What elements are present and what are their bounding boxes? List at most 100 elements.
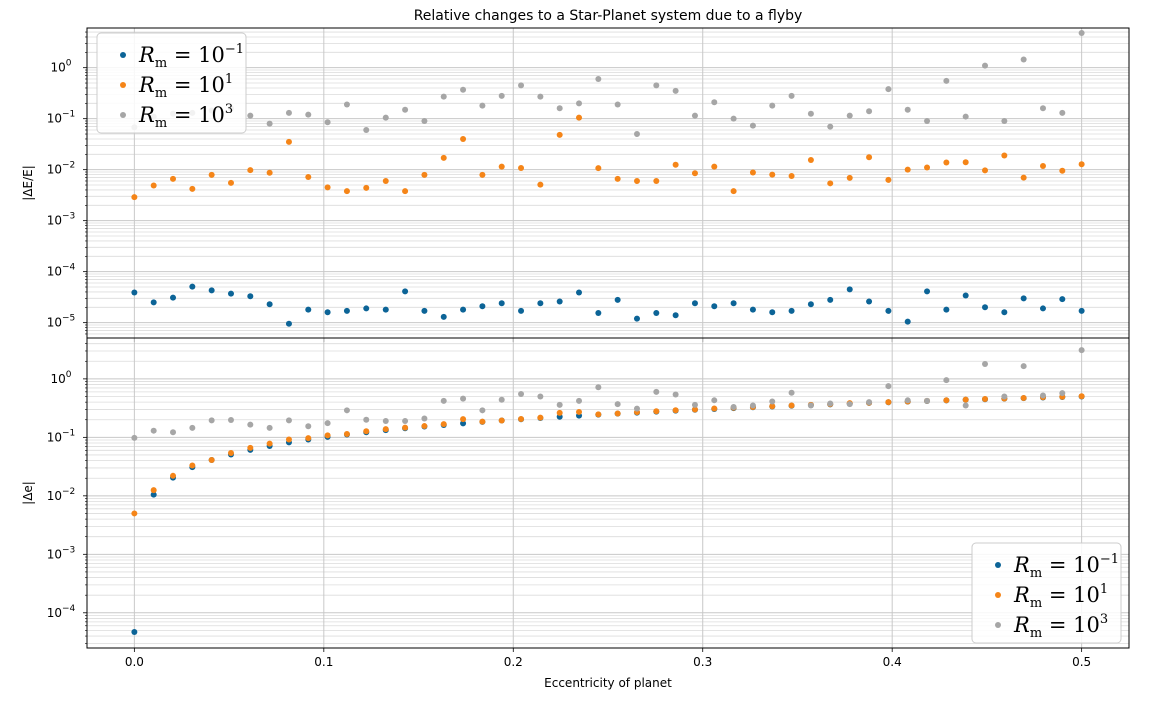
legend-subscript: m bbox=[155, 116, 167, 131]
data-point bbox=[866, 298, 873, 305]
data-point bbox=[614, 175, 621, 182]
x-tick-label: 0.0 bbox=[125, 655, 144, 669]
bottom-grid bbox=[87, 338, 1129, 648]
y-tick-label-base: 10 bbox=[47, 547, 62, 561]
data-point bbox=[479, 407, 486, 414]
data-point bbox=[537, 93, 544, 100]
data-point bbox=[285, 320, 292, 327]
top-points bbox=[131, 29, 1085, 327]
data-point bbox=[382, 426, 389, 433]
data-point bbox=[363, 305, 370, 312]
bottom-y-axis-label: |Δe| bbox=[21, 481, 35, 505]
data-point bbox=[170, 429, 177, 436]
data-point bbox=[730, 188, 737, 195]
data-point bbox=[285, 436, 292, 443]
legend-symbol: R bbox=[138, 43, 155, 67]
data-point bbox=[614, 101, 621, 108]
y-tick-label-exponent: −4 bbox=[62, 263, 76, 273]
data-point bbox=[672, 312, 679, 319]
data-point bbox=[343, 188, 350, 195]
data-point bbox=[749, 402, 756, 409]
data-point bbox=[1078, 29, 1085, 36]
data-point bbox=[363, 126, 370, 133]
legend-marker bbox=[120, 112, 126, 118]
data-point bbox=[247, 293, 254, 300]
data-point bbox=[653, 388, 660, 395]
data-point bbox=[460, 86, 467, 93]
data-point bbox=[924, 397, 931, 404]
legend-subscript: m bbox=[155, 56, 167, 71]
data-point bbox=[614, 296, 621, 303]
data-point bbox=[749, 169, 756, 176]
data-point bbox=[382, 177, 389, 184]
data-point bbox=[266, 301, 273, 308]
data-point bbox=[518, 82, 525, 89]
data-point bbox=[266, 440, 273, 447]
legend-box bbox=[971, 542, 1122, 644]
data-point bbox=[595, 165, 602, 172]
data-point bbox=[537, 181, 544, 188]
data-point bbox=[653, 177, 660, 184]
data-point bbox=[131, 289, 138, 296]
data-point bbox=[150, 427, 157, 434]
legend-box bbox=[96, 32, 247, 134]
y-tick-label: 10−5 bbox=[47, 314, 76, 330]
y-tick-label-exponent: −2 bbox=[62, 487, 75, 497]
y-tick-label-exponent: −5 bbox=[62, 314, 75, 324]
data-point bbox=[498, 417, 505, 424]
legend-equals: = 10 bbox=[167, 73, 225, 97]
data-point bbox=[866, 399, 873, 406]
data-point bbox=[614, 410, 621, 417]
y-tick-label: 100 bbox=[50, 370, 71, 386]
data-point bbox=[633, 131, 640, 138]
data-point bbox=[421, 307, 428, 314]
legend-symbol: R bbox=[1013, 613, 1030, 637]
data-point bbox=[595, 75, 602, 82]
data-point bbox=[421, 118, 428, 125]
data-point bbox=[633, 177, 640, 184]
data-point bbox=[576, 114, 583, 121]
data-point bbox=[1020, 56, 1027, 63]
legend-marker bbox=[995, 622, 1001, 628]
data-point bbox=[827, 400, 834, 407]
data-point bbox=[904, 166, 911, 173]
data-point bbox=[1059, 296, 1066, 303]
data-point bbox=[982, 167, 989, 174]
bottom-points bbox=[131, 347, 1085, 635]
data-point bbox=[189, 462, 196, 469]
legend-entry: Rm = 103 bbox=[1013, 612, 1108, 641]
data-point bbox=[672, 407, 679, 414]
data-point bbox=[1078, 393, 1085, 400]
data-point bbox=[518, 415, 525, 422]
data-point bbox=[943, 159, 950, 166]
legend-exponent: 1 bbox=[1100, 582, 1108, 597]
y-tick-label: 10−2 bbox=[47, 487, 76, 503]
data-point bbox=[189, 424, 196, 431]
data-point bbox=[749, 122, 756, 129]
legend-subscript: m bbox=[1030, 566, 1042, 581]
data-point bbox=[324, 420, 331, 427]
data-point bbox=[479, 171, 486, 178]
data-point bbox=[440, 154, 447, 161]
data-point bbox=[324, 432, 331, 439]
data-point bbox=[885, 399, 892, 406]
y-tick-label-base: 10 bbox=[47, 606, 62, 620]
y-tick-label-base: 10 bbox=[47, 112, 62, 126]
data-point bbox=[846, 401, 853, 408]
data-point bbox=[556, 131, 563, 138]
data-point bbox=[402, 106, 409, 113]
legend-symbol: R bbox=[1013, 553, 1030, 577]
series-0-points bbox=[131, 393, 1085, 635]
data-point bbox=[769, 171, 776, 178]
data-point bbox=[402, 188, 409, 195]
data-point bbox=[1039, 163, 1046, 170]
data-point bbox=[576, 397, 583, 404]
data-point bbox=[943, 377, 950, 384]
data-point bbox=[711, 303, 718, 310]
data-point bbox=[827, 180, 834, 187]
data-point bbox=[885, 86, 892, 93]
data-point bbox=[305, 423, 312, 430]
data-point bbox=[402, 288, 409, 295]
data-point bbox=[1001, 118, 1008, 125]
